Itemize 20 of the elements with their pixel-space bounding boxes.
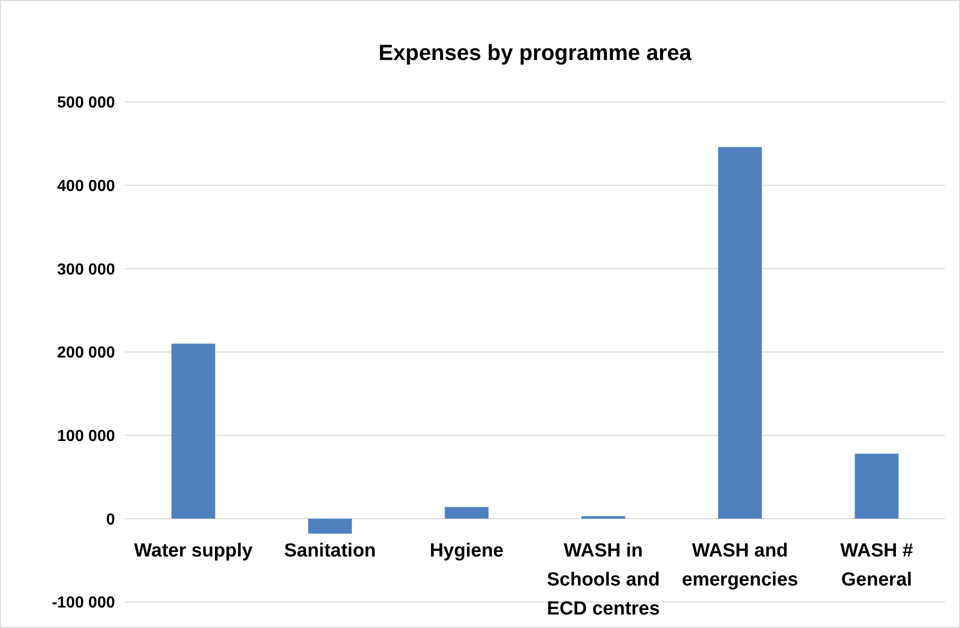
x-tick-label: Water supply	[134, 540, 254, 562]
x-tick-label: WASH # General	[840, 540, 914, 591]
y-tick-label: 300 000	[57, 261, 116, 278]
y-tick-label: -100 000	[52, 594, 116, 612]
bar	[581, 516, 626, 519]
bar	[854, 454, 899, 519]
y-tick-label: 100 000	[57, 428, 116, 445]
bar	[308, 518, 352, 534]
y-tick-label: 500 000	[57, 94, 116, 112]
x-tick-label: WASH and emergencies	[682, 540, 798, 591]
y-tick-label: 0	[106, 511, 116, 528]
bar	[444, 507, 489, 519]
y-tick-label: 400 000	[57, 178, 116, 195]
x-tick-label: WASH in Schools and ECD centres	[546, 540, 660, 620]
x-tick-label: Hygiene	[430, 540, 504, 562]
x-tick-label: Sanitation	[284, 540, 376, 562]
chart-title: Expenses by programme area	[378, 40, 692, 65]
bar	[171, 344, 216, 519]
y-tick-label: 200 000	[57, 344, 116, 362]
bar	[718, 147, 762, 519]
